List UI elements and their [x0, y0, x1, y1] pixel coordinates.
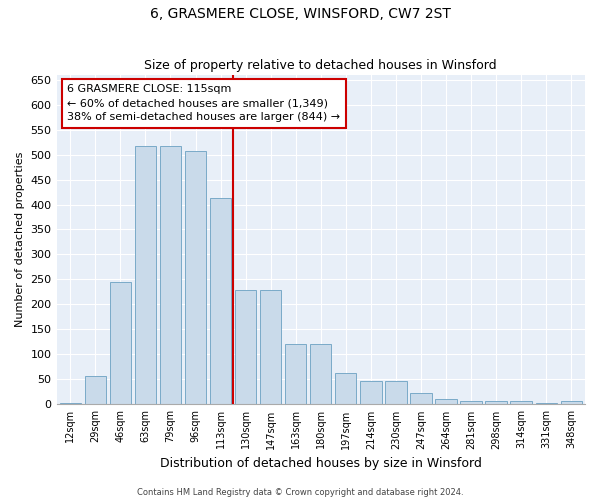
Text: 6, GRASMERE CLOSE, WINSFORD, CW7 2ST: 6, GRASMERE CLOSE, WINSFORD, CW7 2ST: [149, 8, 451, 22]
Bar: [560, 401, 582, 404]
Bar: [310, 344, 331, 405]
Bar: [335, 374, 356, 404]
Bar: [110, 282, 131, 405]
Y-axis label: Number of detached properties: Number of detached properties: [15, 152, 25, 327]
Bar: [285, 344, 307, 405]
Bar: [210, 198, 231, 404]
Text: 6 GRASMERE CLOSE: 115sqm
← 60% of detached houses are smaller (1,349)
38% of sem: 6 GRASMERE CLOSE: 115sqm ← 60% of detach…: [67, 84, 340, 122]
Bar: [485, 401, 507, 404]
Bar: [460, 401, 482, 404]
Bar: [360, 382, 382, 404]
Text: Contains HM Land Registry data © Crown copyright and database right 2024.: Contains HM Land Registry data © Crown c…: [137, 488, 463, 497]
Bar: [160, 146, 181, 405]
Bar: [385, 382, 407, 404]
Bar: [511, 401, 532, 404]
Bar: [85, 376, 106, 404]
Bar: [260, 290, 281, 405]
Bar: [436, 400, 457, 404]
Bar: [185, 150, 206, 404]
Bar: [410, 394, 431, 404]
Bar: [135, 146, 156, 405]
Bar: [235, 290, 256, 405]
X-axis label: Distribution of detached houses by size in Winsford: Distribution of detached houses by size …: [160, 457, 482, 470]
Title: Size of property relative to detached houses in Winsford: Size of property relative to detached ho…: [145, 59, 497, 72]
